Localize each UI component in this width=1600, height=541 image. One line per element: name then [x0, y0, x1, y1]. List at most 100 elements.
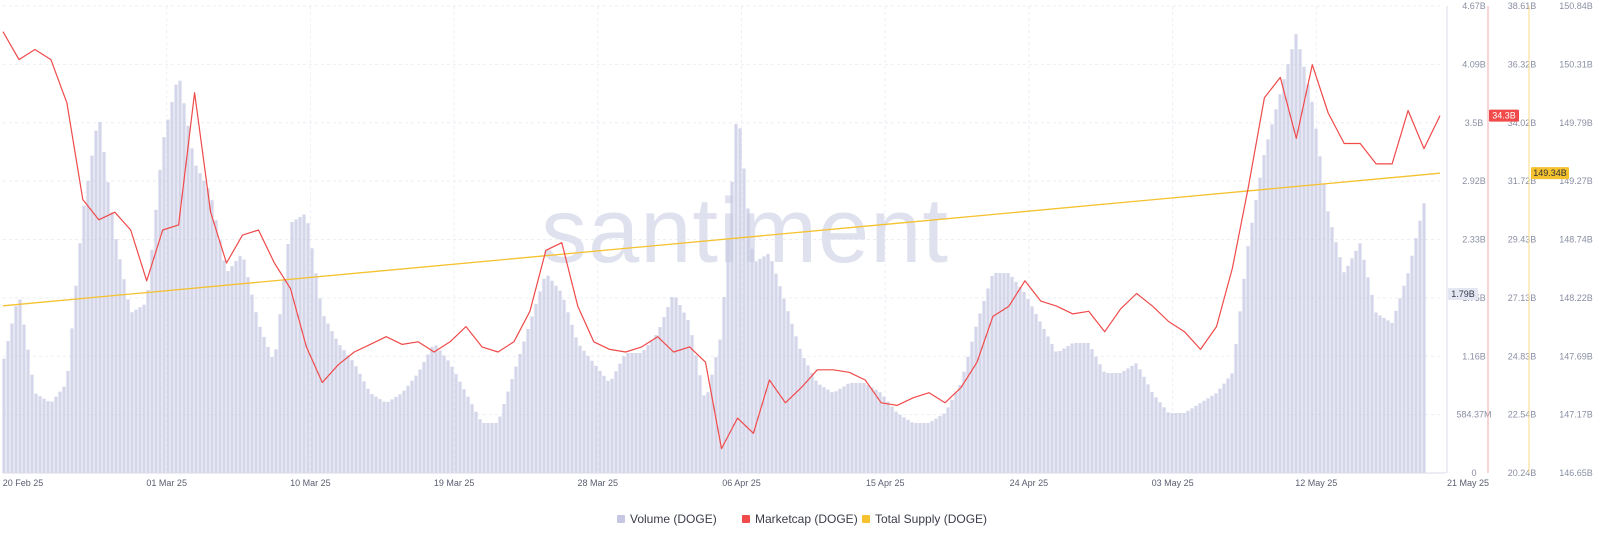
volume-bar	[470, 404, 474, 473]
volume-bar	[1402, 285, 1406, 473]
volume-bar	[606, 380, 610, 473]
volume-bar	[494, 423, 498, 473]
legend-label: Volume (DOGE)	[630, 512, 717, 526]
marketcap-axis-current-badge	[1489, 109, 1519, 122]
volume-bar	[1082, 343, 1086, 473]
volume-axis-current-badge	[1448, 288, 1478, 300]
volume-bar	[626, 353, 630, 473]
volume-bar	[22, 324, 26, 473]
volume-axis-tick: 1.16B	[1462, 351, 1486, 361]
volume-bar	[238, 256, 242, 473]
volume-bar	[994, 273, 998, 473]
volume-bar	[1202, 400, 1206, 473]
legend[interactable]: Volume (DOGE) Marketcap (DOGE) Total Suppl…	[617, 512, 987, 526]
volume-bar	[726, 239, 730, 473]
volume-bar	[438, 350, 442, 473]
volume-bar	[730, 181, 734, 474]
volume-bar	[874, 389, 878, 473]
volume-bar	[386, 401, 390, 473]
volume-bar	[258, 326, 262, 473]
volume-bar	[802, 358, 806, 473]
volume-bar	[462, 389, 466, 473]
volume-bar	[1130, 365, 1134, 473]
volume-bar	[78, 243, 82, 473]
volume-bar	[210, 200, 214, 473]
volume-bar	[410, 380, 414, 473]
volume-bar	[450, 366, 454, 473]
volume-bar	[350, 360, 354, 473]
volume-bar	[250, 294, 254, 473]
volume-bar	[666, 307, 670, 473]
volume-bar	[1194, 405, 1198, 473]
volume-bar	[914, 423, 918, 473]
volume-bar	[158, 169, 162, 473]
volume-bar	[202, 180, 206, 473]
supply-axis-current-badge	[1531, 167, 1569, 180]
volume-bar	[1390, 322, 1394, 473]
volume-bar	[338, 345, 342, 473]
volume-bar	[1214, 393, 1218, 473]
volume-bar	[246, 277, 250, 473]
volume-bar	[82, 205, 86, 473]
volume-bar	[1134, 363, 1138, 473]
volume-bar	[106, 182, 110, 473]
volume-bar	[894, 411, 898, 473]
volume-bar	[1358, 243, 1362, 473]
volume-bar	[2, 358, 6, 473]
marketcap-axis-tick: 36.32B	[1508, 59, 1537, 69]
volume-bar	[882, 396, 886, 473]
marketcap-axis-tick: 29.43B	[1508, 235, 1537, 245]
volume-bar	[6, 341, 10, 473]
volume-bar	[514, 366, 518, 473]
volume-bar	[502, 404, 506, 473]
volume-bar	[154, 209, 158, 473]
volume-bar	[402, 390, 406, 473]
volume-axis-tick: 4.67B	[1462, 1, 1486, 11]
volume-bar	[38, 396, 42, 473]
volume-bar	[966, 356, 970, 473]
volume-bar	[886, 401, 890, 473]
legend-item[interactable]: Marketcap (DOGE)	[742, 512, 858, 526]
volume-bar	[622, 356, 626, 473]
volume-bar	[1282, 79, 1286, 474]
volume-bar	[418, 369, 422, 473]
volume-bar	[1262, 155, 1266, 473]
volume-bar	[506, 391, 510, 473]
volume-bar	[910, 422, 914, 473]
volume-bar	[262, 336, 266, 473]
volume-bar	[758, 258, 762, 473]
volume-bar	[1022, 291, 1026, 473]
volume-bar	[14, 306, 18, 473]
volume-bar	[142, 304, 146, 473]
volume-bar	[518, 354, 522, 473]
volume-bar	[1290, 49, 1294, 474]
volume-bar	[862, 383, 866, 473]
volume-bar	[950, 399, 954, 473]
volume-bar	[1058, 350, 1062, 473]
volume-bar	[1238, 311, 1242, 473]
volume-bar	[454, 374, 458, 473]
volume-bar	[1118, 373, 1122, 473]
volume-bar	[850, 383, 854, 473]
legend-label: Marketcap (DOGE)	[755, 512, 858, 526]
volume-bar	[218, 240, 222, 473]
volume-bar	[1306, 84, 1310, 473]
volume-bar	[1302, 66, 1306, 474]
volume-bar	[654, 335, 658, 473]
volume-bar	[562, 299, 566, 473]
volume-bar	[1174, 413, 1178, 473]
volume-bar	[1386, 320, 1390, 473]
legend-item[interactable]: Volume (DOGE)	[617, 512, 717, 526]
marketcap-line	[2, 31, 1441, 450]
volume-bar	[406, 385, 410, 473]
volume-bar	[1218, 388, 1222, 473]
marketcap-axis-tick: 24.83B	[1508, 351, 1537, 361]
volume-bar	[42, 398, 46, 473]
volume-bar	[62, 386, 66, 473]
legend-item[interactable]: Total Supply (DOGE)	[862, 512, 987, 526]
volume-bar	[870, 387, 874, 473]
volume-bar	[1286, 64, 1290, 474]
volume-bar	[1374, 312, 1378, 473]
volume-bar	[798, 348, 802, 473]
volume-bar	[434, 345, 438, 473]
